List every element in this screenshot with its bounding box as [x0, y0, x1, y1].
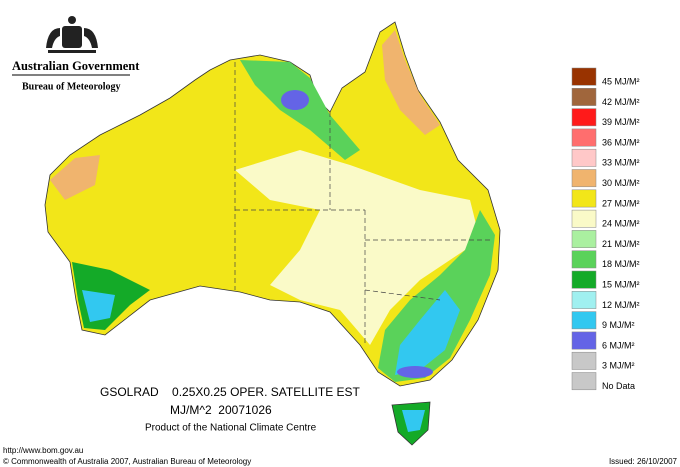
south-west-cyan [82, 290, 115, 322]
caption-line: GSOLRAD 0.25X0.25 OPER. SATELLITE EST [100, 385, 361, 399]
caption-line: MJ/M^2 20071026 [170, 403, 272, 417]
legend-label: 12 MJ/M² [602, 300, 640, 310]
legend-swatch [571, 189, 597, 208]
state-borders [234, 62, 490, 345]
legend-swatch [571, 311, 597, 330]
legend-label: 27 MJ/M² [602, 198, 640, 208]
legend-label: 30 MJ/M² [602, 178, 640, 188]
legend-label: 15 MJ/M² [602, 280, 640, 290]
footer-copyright: © Commonwealth of Australia 2007, Austra… [3, 457, 251, 466]
legend-swatch [571, 67, 597, 86]
legend-label: 24 MJ/M² [602, 219, 640, 229]
legend-label: 36 MJ/M² [602, 137, 640, 147]
legend-swatch [571, 331, 597, 350]
north-green [240, 60, 360, 160]
legend-swatch [571, 128, 597, 147]
emblem [46, 16, 98, 53]
legend-label: 45 MJ/M² [602, 77, 640, 87]
legend-label: 42 MJ/M² [602, 97, 640, 107]
legend-swatch [571, 351, 597, 370]
east-orange [382, 30, 440, 135]
tasmania-cyan [402, 410, 425, 432]
south-east-cyan [395, 290, 460, 375]
government-name: Australian Government [12, 59, 140, 73]
legend-label: 3 MJ/M² [602, 361, 635, 371]
legend-swatch [571, 169, 597, 188]
legend-swatch [571, 148, 597, 167]
legend-swatch [571, 270, 597, 289]
legend-swatch [571, 250, 597, 269]
legend-swatch [571, 209, 597, 228]
west-orange [50, 155, 100, 200]
pale-zone [235, 150, 480, 345]
bureau-name: Bureau of Meteorology [22, 81, 121, 92]
legend-swatch [571, 291, 597, 309]
caption-line: Product of the National Climate Centre [145, 423, 317, 434]
legend-label: No Data [602, 381, 635, 391]
legend-swatch [571, 88, 597, 106]
north-blue [281, 90, 309, 110]
footer-issued: Issued: 26/10/2007 [609, 457, 678, 466]
legend-swatch [571, 230, 597, 248]
legend-swatch [571, 372, 597, 391]
victoria-blue [397, 366, 433, 378]
legend-label: 6 MJ/M² [602, 340, 635, 350]
legend-label: 21 MJ/M² [602, 239, 640, 249]
footer-url: http://www.bom.gov.au [3, 446, 83, 455]
legend-label: 18 MJ/M² [602, 259, 640, 269]
legend-label: 33 MJ/M² [602, 158, 640, 168]
legend-swatch [571, 108, 597, 127]
legend-label: 39 MJ/M² [602, 117, 640, 127]
legend-label: 9 MJ/M² [602, 320, 635, 330]
legend: 45 MJ/M² 42 MJ/M² 39 MJ/M² 36 MJ/M² 33 MJ/M²… [571, 67, 640, 391]
